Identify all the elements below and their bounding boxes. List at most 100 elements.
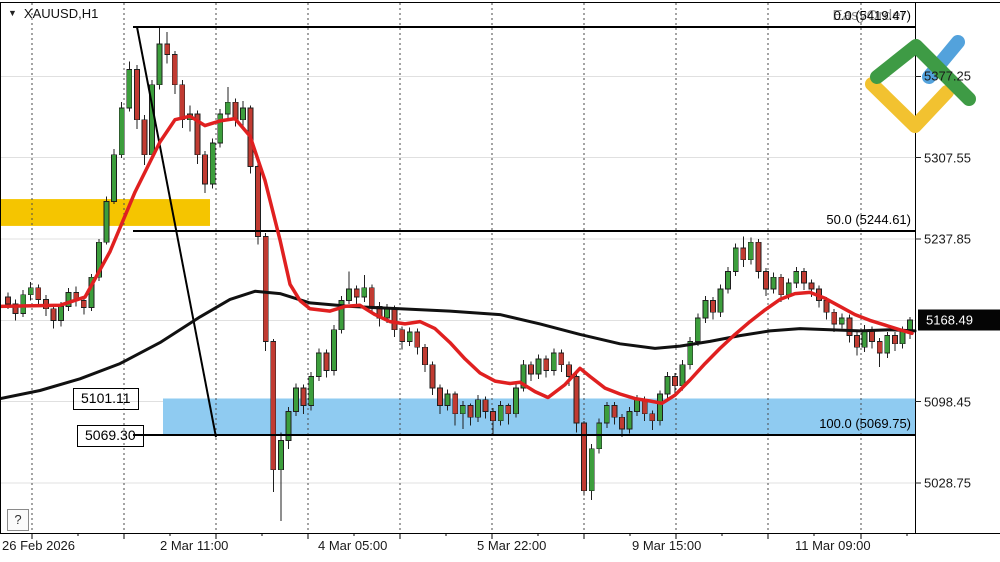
logo-yellow-chevron-icon xyxy=(865,77,954,133)
candle-body xyxy=(808,282,815,290)
candle-body xyxy=(323,352,330,372)
candle-body xyxy=(679,364,686,387)
candle-body xyxy=(467,405,474,418)
fast-ma-line xyxy=(0,114,914,406)
time-axis-label: 4 Mar 05:00 xyxy=(318,538,388,553)
candle-body xyxy=(217,113,224,144)
candle-body xyxy=(27,287,34,296)
candle-body xyxy=(497,405,504,422)
candle-body xyxy=(240,107,246,121)
trendline xyxy=(136,26,217,438)
candle-body xyxy=(846,317,853,337)
candle-body xyxy=(270,341,277,471)
candle-body xyxy=(876,341,883,354)
chevron-down-icon: ▼ xyxy=(8,8,17,18)
candle-body xyxy=(793,271,800,284)
candle-body xyxy=(823,300,830,313)
candle-body xyxy=(475,399,481,418)
candle-body xyxy=(854,335,860,348)
candle-body xyxy=(649,413,656,422)
candle-body xyxy=(763,271,769,290)
price-axis-label: 5307.55 xyxy=(924,150,971,166)
candle-body xyxy=(437,387,443,407)
time-axis-label: 2 Mar 11:00 xyxy=(160,538,229,553)
price-level-label-5101: 5101.11 xyxy=(73,387,139,410)
time-axis-label: 26 Feb 2026 xyxy=(2,538,76,553)
candle-body xyxy=(710,300,716,313)
candle-body xyxy=(891,335,898,345)
candle-body xyxy=(550,352,557,372)
current-price-badge: 5168.49 xyxy=(918,309,1000,331)
candle-body xyxy=(391,308,398,331)
candle-body xyxy=(770,276,777,290)
candle-body xyxy=(118,107,125,156)
candle-body xyxy=(399,329,406,342)
candle-body xyxy=(353,288,360,298)
candle-body xyxy=(672,376,678,387)
candle-body xyxy=(156,43,163,86)
candle-body xyxy=(581,422,587,492)
symbol-timeframe-dropdown[interactable]: ▼ XAUUSD,H1 xyxy=(8,6,98,21)
candle-body xyxy=(717,288,724,313)
candle-body xyxy=(421,346,428,366)
candle-body xyxy=(482,399,489,412)
candle-body xyxy=(96,241,102,278)
candle-body xyxy=(194,113,201,156)
candle-body xyxy=(12,303,19,314)
candle-body xyxy=(111,154,118,202)
candle-body xyxy=(687,341,694,366)
candle-body xyxy=(384,308,390,319)
candle-body xyxy=(694,317,701,342)
candle-body xyxy=(884,335,891,354)
candle-body xyxy=(346,288,353,302)
candle-body xyxy=(861,329,868,348)
candle-body xyxy=(80,300,87,309)
slow-ma-line xyxy=(0,289,917,401)
candle-body xyxy=(490,411,497,422)
help-button[interactable]: ? xyxy=(7,509,29,531)
candle-body xyxy=(634,399,641,412)
time-axis-label: 11 Mar 09:00 xyxy=(795,538,871,553)
candle-body xyxy=(907,319,913,331)
candle-body xyxy=(315,352,322,377)
easyorder-watermark: EasyOrder xyxy=(832,7,906,24)
candle-body xyxy=(740,247,747,261)
candle-body xyxy=(611,405,618,418)
candle-body xyxy=(5,296,11,305)
candle-body xyxy=(520,364,527,389)
candle-body xyxy=(603,405,610,424)
candle-body xyxy=(285,411,292,442)
price-axis-label: 5028.75 xyxy=(924,475,971,491)
candle-body xyxy=(566,364,572,377)
symbol-label-text: XAUUSD,H1 xyxy=(23,6,99,21)
candle-body xyxy=(20,294,27,314)
candle-body xyxy=(361,287,368,298)
candle-body xyxy=(338,300,345,331)
price-level-label-5069: 5069.30 xyxy=(77,424,144,447)
candle-body xyxy=(619,416,625,430)
fib-level-50-label: 50.0 (5244.61) xyxy=(826,212,911,227)
candle-body xyxy=(308,376,315,407)
time-axis-label: 9 Mar 15:00 xyxy=(632,538,702,553)
candle-body xyxy=(406,331,413,342)
candle-body xyxy=(459,405,466,415)
candle-body xyxy=(331,329,337,372)
candle-body xyxy=(277,440,284,471)
candle-body xyxy=(300,387,307,407)
candle-body xyxy=(262,236,269,342)
candle-body xyxy=(543,358,550,372)
candle-body xyxy=(838,317,845,325)
candle-body xyxy=(801,271,807,284)
candle-body xyxy=(573,376,580,424)
candle-body xyxy=(747,241,754,261)
candle-body xyxy=(202,154,208,185)
candle-body xyxy=(58,306,64,321)
candle-body xyxy=(785,282,792,296)
candle-body xyxy=(528,364,534,375)
candle-body xyxy=(656,393,663,422)
candle-body xyxy=(179,84,186,121)
candle-body xyxy=(778,276,785,296)
candle-body xyxy=(368,287,375,307)
